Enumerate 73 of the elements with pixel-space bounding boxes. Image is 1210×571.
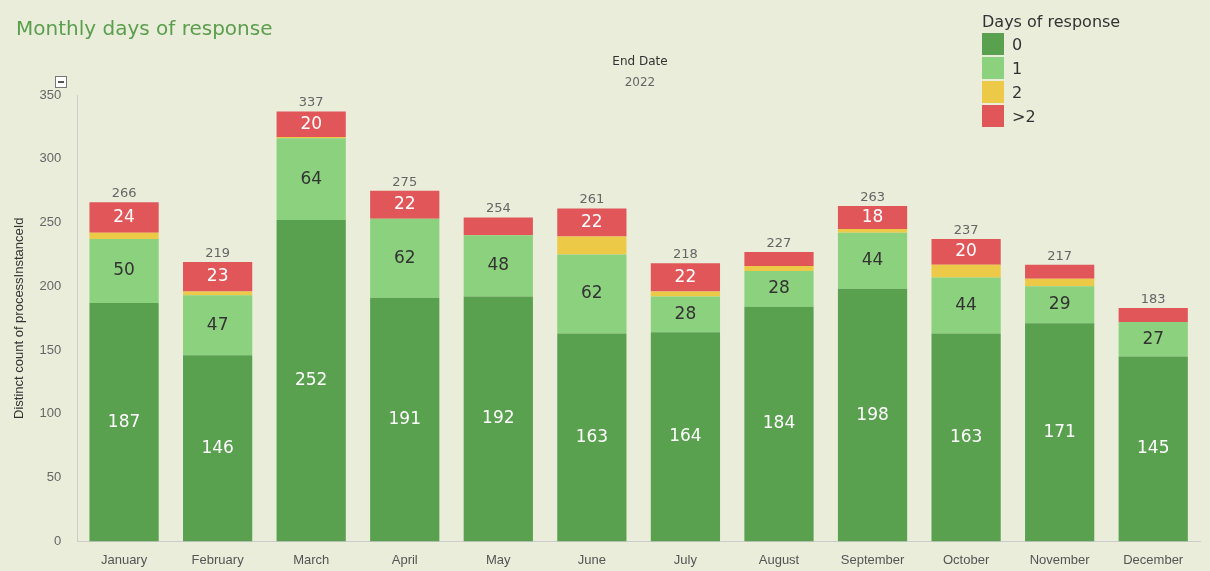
y-axis-title: Distinct count of processInstanceId — [11, 217, 27, 419]
total-label: 237 — [953, 222, 979, 237]
total-label: 227 — [766, 234, 792, 250]
data-label: 20 — [955, 240, 977, 261]
total-label: 219 — [205, 244, 231, 260]
data-label: 28 — [674, 302, 697, 323]
data-label: 47 — [206, 313, 229, 334]
data-label: 44 — [955, 293, 977, 314]
x-tick-label: September — [840, 551, 906, 567]
x-tick-label: May — [486, 551, 512, 567]
text: End Date — [612, 54, 668, 68]
data-label: 198 — [856, 403, 889, 424]
x-tick-label: February — [191, 551, 245, 567]
x-tick-label: August — [758, 551, 800, 567]
legend-title: Days of response — [982, 12, 1121, 31]
data-label: 252 — [294, 369, 328, 390]
x-tick-label: March — [293, 551, 330, 567]
total-label: 266 — [111, 185, 137, 201]
data-label: 29 — [1048, 293, 1071, 314]
y-tick-label: 0 — [54, 532, 62, 548]
legend-label: >2 — [1012, 106, 1036, 126]
total-label: 254 — [485, 200, 511, 216]
x-tick-label: November — [1029, 551, 1091, 567]
total-label: 275 — [392, 173, 418, 189]
total-label: 217 — [1047, 247, 1073, 263]
data-label: 28 — [768, 277, 790, 298]
data-label: 164 — [669, 425, 702, 446]
data-label: 146 — [201, 436, 234, 457]
x-tick-label: April — [391, 551, 418, 567]
data-label: 18 — [861, 205, 884, 226]
data-label: 22 — [674, 265, 697, 286]
y-tick-label: 100 — [39, 405, 62, 421]
data-label: 27 — [1142, 327, 1165, 348]
legend-label: 1 — [1012, 58, 1023, 78]
total-label: 263 — [860, 188, 885, 204]
data-label: 62 — [393, 246, 416, 267]
y-tick-label: 300 — [39, 150, 62, 166]
y-tick-label: 150 — [39, 341, 62, 357]
data-label: 64 — [300, 167, 323, 188]
data-label: 192 — [482, 407, 515, 428]
y-tick-label: 200 — [39, 277, 62, 293]
legend-label: 0 — [1012, 34, 1023, 54]
y-tick-label: 250 — [39, 214, 62, 230]
y-tick-label: 350 — [39, 86, 62, 102]
data-label: 191 — [388, 408, 421, 429]
total-label: 337 — [298, 94, 324, 110]
x-tick-label: December — [1123, 551, 1184, 567]
x-tick-label: July — [673, 551, 698, 567]
data-label: 24 — [113, 205, 135, 226]
data-label: 44 — [861, 249, 884, 270]
y-tick-label: 50 — [46, 469, 62, 485]
data-label: 184 — [762, 412, 796, 433]
data-label: 22 — [393, 193, 416, 214]
x-tick-label: October — [942, 551, 990, 567]
data-label: 163 — [949, 425, 983, 446]
chart-title: Monthly days of response — [16, 16, 273, 40]
data-label: 187 — [107, 410, 141, 431]
data-label: 145 — [1136, 437, 1170, 458]
data-label: 22 — [581, 210, 603, 231]
data-label: 20 — [300, 112, 323, 133]
total-label: 261 — [579, 191, 605, 207]
data-label: 50 — [113, 259, 135, 280]
data-label: 163 — [575, 425, 609, 446]
text: 2022 — [624, 75, 656, 89]
x-tick-label: June — [577, 551, 606, 567]
data-label: 171 — [1043, 420, 1076, 441]
legend-label: 2 — [1012, 82, 1023, 102]
total-label: 218 — [673, 246, 698, 262]
data-label: 23 — [206, 265, 229, 286]
x-tick-label: January — [100, 551, 148, 567]
data-label: 62 — [581, 282, 603, 303]
data-label: 48 — [487, 254, 510, 275]
total-label: 183 — [1140, 290, 1166, 306]
